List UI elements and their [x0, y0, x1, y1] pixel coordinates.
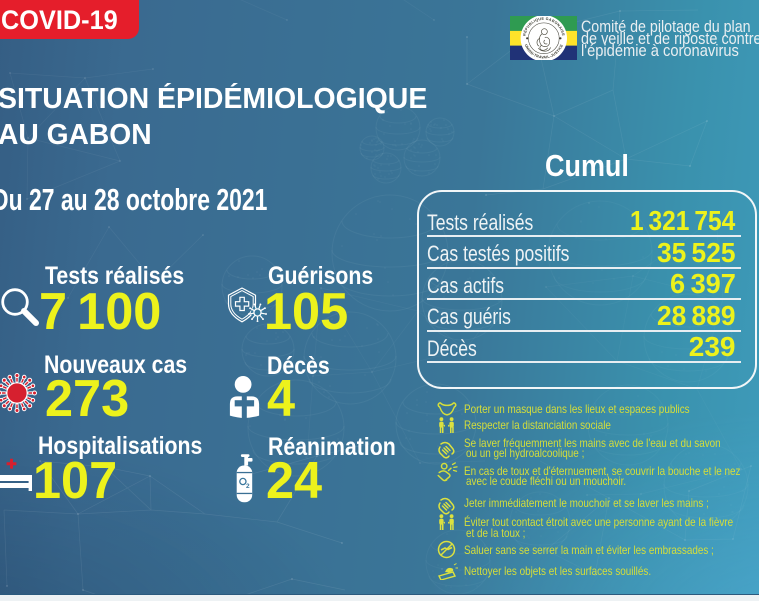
svg-text:2: 2: [246, 483, 250, 490]
